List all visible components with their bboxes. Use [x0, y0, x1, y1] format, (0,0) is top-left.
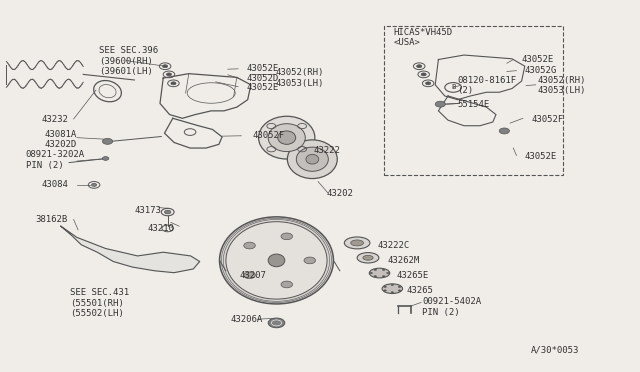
Circle shape	[391, 284, 394, 286]
Ellipse shape	[278, 131, 296, 144]
Text: 38162B: 38162B	[35, 215, 67, 224]
Circle shape	[374, 276, 376, 277]
Text: 43052G: 43052G	[525, 66, 557, 75]
Text: 43265: 43265	[406, 286, 433, 295]
Text: 43206A: 43206A	[230, 315, 262, 324]
Text: 43222C: 43222C	[378, 241, 410, 250]
Ellipse shape	[268, 124, 305, 152]
Text: 43262M: 43262M	[387, 256, 419, 265]
Ellipse shape	[259, 116, 315, 159]
Text: HICAS*VH45D
<USA>: HICAS*VH45D <USA>	[394, 28, 452, 47]
Text: 43052E: 43052E	[522, 55, 554, 64]
Text: 43232: 43232	[42, 115, 68, 124]
Circle shape	[281, 233, 292, 240]
Ellipse shape	[220, 217, 333, 304]
Text: 00921-5402A
PIN (2): 00921-5402A PIN (2)	[422, 297, 481, 317]
Text: 43265E: 43265E	[397, 271, 429, 280]
Circle shape	[435, 101, 445, 107]
Circle shape	[398, 290, 401, 291]
Text: 43210: 43210	[147, 224, 174, 233]
Text: 08120-8161F
(2): 08120-8161F (2)	[458, 76, 516, 95]
Polygon shape	[61, 226, 200, 273]
Text: 43052F: 43052F	[253, 131, 285, 140]
Circle shape	[163, 65, 168, 68]
Text: 43052E: 43052E	[246, 83, 278, 92]
Ellipse shape	[382, 284, 403, 294]
Ellipse shape	[268, 254, 285, 267]
Circle shape	[370, 272, 372, 274]
Text: 43202: 43202	[326, 189, 353, 198]
Circle shape	[383, 269, 385, 270]
Circle shape	[166, 73, 172, 76]
Text: 55154E: 55154E	[458, 100, 490, 109]
Circle shape	[499, 128, 509, 134]
Circle shape	[244, 242, 255, 249]
Text: 43052E: 43052E	[246, 64, 278, 73]
Text: 43052F: 43052F	[531, 115, 563, 124]
Text: 43052(RH)
43053(LH): 43052(RH) 43053(LH)	[538, 76, 586, 95]
Circle shape	[374, 269, 376, 270]
Text: B: B	[451, 84, 455, 90]
Circle shape	[383, 276, 385, 277]
Ellipse shape	[369, 268, 390, 278]
Ellipse shape	[306, 154, 319, 164]
Ellipse shape	[357, 253, 379, 263]
Circle shape	[398, 286, 401, 288]
Circle shape	[102, 157, 109, 160]
Text: 43052(RH)
43053(LH): 43052(RH) 43053(LH)	[275, 68, 324, 88]
Text: SEE SEC.431
(55501(RH)
(55502(LH): SEE SEC.431 (55501(RH) (55502(LH)	[70, 288, 129, 318]
Text: 43052E: 43052E	[525, 152, 557, 161]
Ellipse shape	[344, 237, 370, 249]
Text: A/30*0053: A/30*0053	[531, 345, 580, 354]
Circle shape	[244, 272, 255, 279]
Ellipse shape	[363, 255, 373, 260]
Circle shape	[281, 281, 292, 288]
Text: 43207: 43207	[240, 271, 267, 280]
Circle shape	[92, 183, 97, 186]
Ellipse shape	[226, 222, 327, 299]
Ellipse shape	[296, 147, 328, 171]
Text: 43173: 43173	[134, 206, 161, 215]
Text: 43052D: 43052D	[246, 74, 278, 83]
Circle shape	[164, 210, 171, 214]
Circle shape	[268, 318, 285, 328]
Circle shape	[102, 138, 113, 144]
Text: 43084: 43084	[42, 180, 68, 189]
Ellipse shape	[287, 140, 337, 179]
Circle shape	[384, 290, 387, 291]
Ellipse shape	[351, 240, 364, 246]
Circle shape	[384, 286, 387, 288]
Text: SEE SEC.396
(39600(RH)
(39601(LH): SEE SEC.396 (39600(RH) (39601(LH)	[99, 46, 158, 76]
Circle shape	[387, 272, 389, 274]
Text: 43081A
43202D: 43081A 43202D	[45, 130, 77, 149]
Circle shape	[304, 257, 316, 264]
Circle shape	[417, 65, 422, 68]
Circle shape	[421, 73, 426, 76]
Text: 43222: 43222	[314, 146, 340, 155]
Circle shape	[171, 82, 176, 85]
Circle shape	[391, 292, 394, 293]
Circle shape	[426, 82, 431, 85]
Text: 08921-3202A
PIN (2): 08921-3202A PIN (2)	[26, 150, 84, 170]
